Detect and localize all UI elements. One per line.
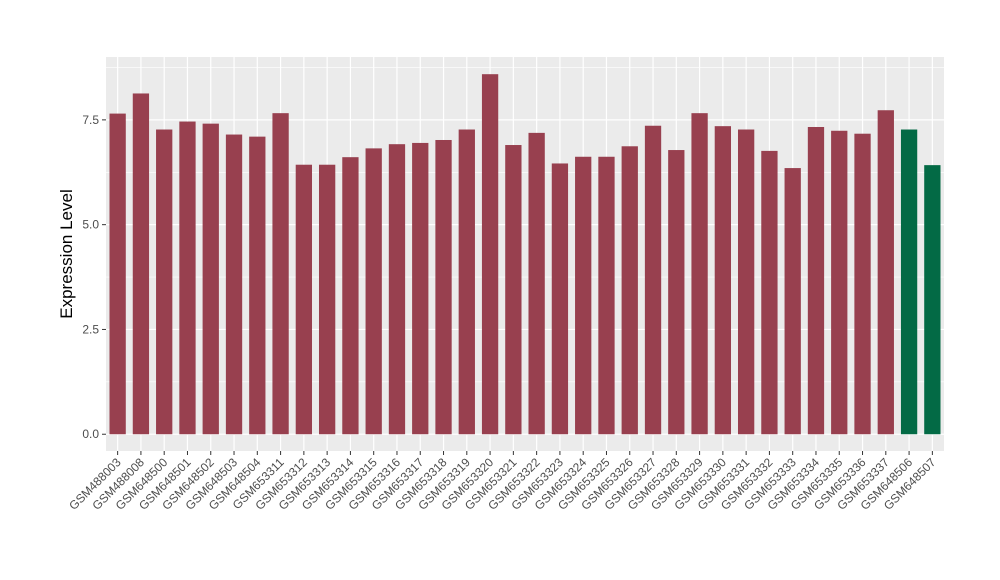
bar-gsm648501 bbox=[179, 121, 196, 435]
bar-gsm653315 bbox=[365, 148, 382, 435]
bar-gsm653319 bbox=[458, 129, 475, 435]
bar-gsm648503 bbox=[225, 134, 243, 435]
bar-gsm653337 bbox=[877, 110, 894, 435]
bar-gsm653321 bbox=[505, 145, 522, 435]
y-axis-title: Expression Level bbox=[57, 189, 76, 318]
bar-gsm653316 bbox=[388, 144, 406, 435]
y-tick-label: 2.5 bbox=[82, 322, 99, 336]
bar-gsm653314 bbox=[342, 157, 359, 435]
bar-gsm648504 bbox=[249, 136, 266, 435]
y-tick-label: 5.0 bbox=[82, 218, 99, 232]
bar-gsm653327 bbox=[644, 125, 662, 435]
bar-gsm648506 bbox=[900, 129, 918, 435]
bars-group bbox=[109, 74, 941, 435]
y-axis: 0.0 2.5 5.0 7.5 bbox=[82, 113, 106, 441]
bar-gsm653313 bbox=[318, 164, 336, 435]
bar-gsm653311 bbox=[272, 113, 289, 435]
x-axis: GSM488003GSM488008GSM648500GSM648501GSM6… bbox=[66, 451, 939, 513]
bar-gsm653312 bbox=[295, 164, 313, 435]
bar-gsm653318 bbox=[435, 139, 452, 435]
bar-gsm653331 bbox=[737, 129, 755, 435]
bar-gsm653334 bbox=[807, 126, 825, 435]
bar-gsm653335 bbox=[831, 130, 848, 435]
bar-gsm653317 bbox=[412, 142, 429, 435]
y-tick-label: 7.5 bbox=[82, 113, 99, 127]
plot-panel bbox=[106, 57, 944, 451]
bar-gsm648507 bbox=[924, 165, 941, 435]
bar-gsm653336 bbox=[854, 133, 871, 435]
bar-gsm653326 bbox=[621, 146, 638, 435]
bar-gsm653329 bbox=[691, 113, 708, 435]
y-tick-label: 0.0 bbox=[82, 427, 99, 441]
bar-gsm648502 bbox=[202, 123, 219, 435]
bar-gsm488008 bbox=[132, 93, 150, 435]
bar-gsm653323 bbox=[551, 163, 569, 435]
bar-gsm653324 bbox=[575, 156, 592, 435]
bar-gsm653328 bbox=[668, 150, 685, 435]
bar-gsm653330 bbox=[714, 126, 732, 435]
bar-gsm653333 bbox=[784, 168, 801, 435]
bar-gsm653325 bbox=[598, 156, 615, 435]
minor-gridlines bbox=[106, 67, 944, 383]
bar-gsm653320 bbox=[481, 74, 499, 435]
bar-gsm488003 bbox=[109, 113, 126, 435]
bar-gsm648500 bbox=[156, 129, 173, 435]
bar-gsm653332 bbox=[761, 150, 778, 435]
bar-gsm653322 bbox=[528, 132, 545, 435]
